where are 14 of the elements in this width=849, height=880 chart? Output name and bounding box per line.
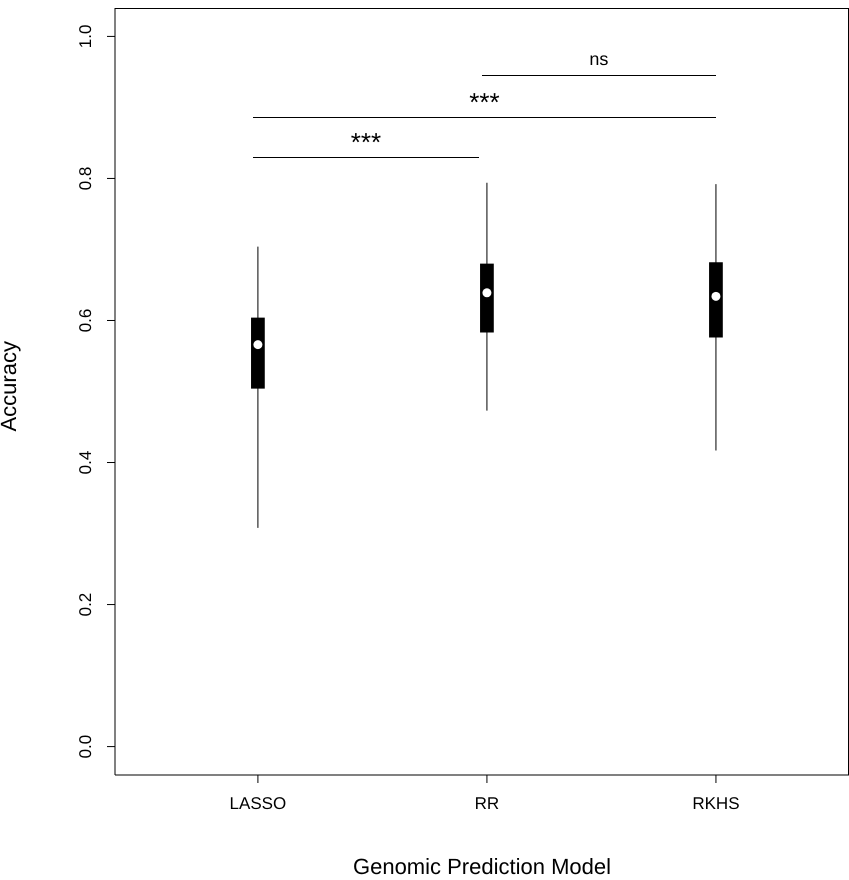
- x-tick-label: RKHS: [692, 794, 740, 814]
- y-tick-label: 0.8: [76, 166, 95, 190]
- y-tick-label: 0.4: [76, 450, 95, 474]
- annotation: ***: [350, 127, 382, 158]
- y-tick-label: 0.2: [76, 592, 95, 616]
- y-tick-label: 0.0: [76, 734, 95, 758]
- annotation: ***: [468, 87, 501, 118]
- y-tick-label: 0.6: [76, 308, 95, 332]
- y-tick-label: 1.0: [76, 24, 95, 48]
- annotation: ns: [588, 48, 610, 70]
- x-tick-label: LASSO: [230, 794, 286, 814]
- y-axis-title: Accuracy: [0, 341, 21, 432]
- x-tick-label: RR: [474, 794, 500, 814]
- x-axis-title: Genomic Prediction Model: [352, 854, 612, 879]
